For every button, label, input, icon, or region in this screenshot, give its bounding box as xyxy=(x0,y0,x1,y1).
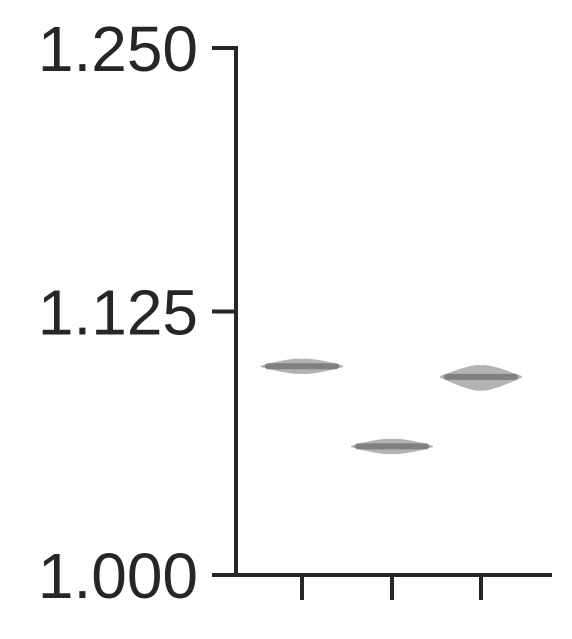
x-axis-ticks xyxy=(300,575,483,600)
violin-median-band xyxy=(265,363,339,370)
y-tick-label: 1.000 xyxy=(38,540,198,612)
violin-1 xyxy=(261,358,343,374)
violins xyxy=(261,358,522,455)
violin-3 xyxy=(440,365,522,391)
violin-median-band xyxy=(355,443,429,450)
violin-2 xyxy=(351,438,433,455)
y-tick-label: 1.250 xyxy=(38,13,198,85)
y-axis-ticks: 1.000 1.125 1.250 xyxy=(38,13,236,612)
y-tick-label: 1.125 xyxy=(38,277,198,349)
violin-median-band xyxy=(444,373,518,380)
